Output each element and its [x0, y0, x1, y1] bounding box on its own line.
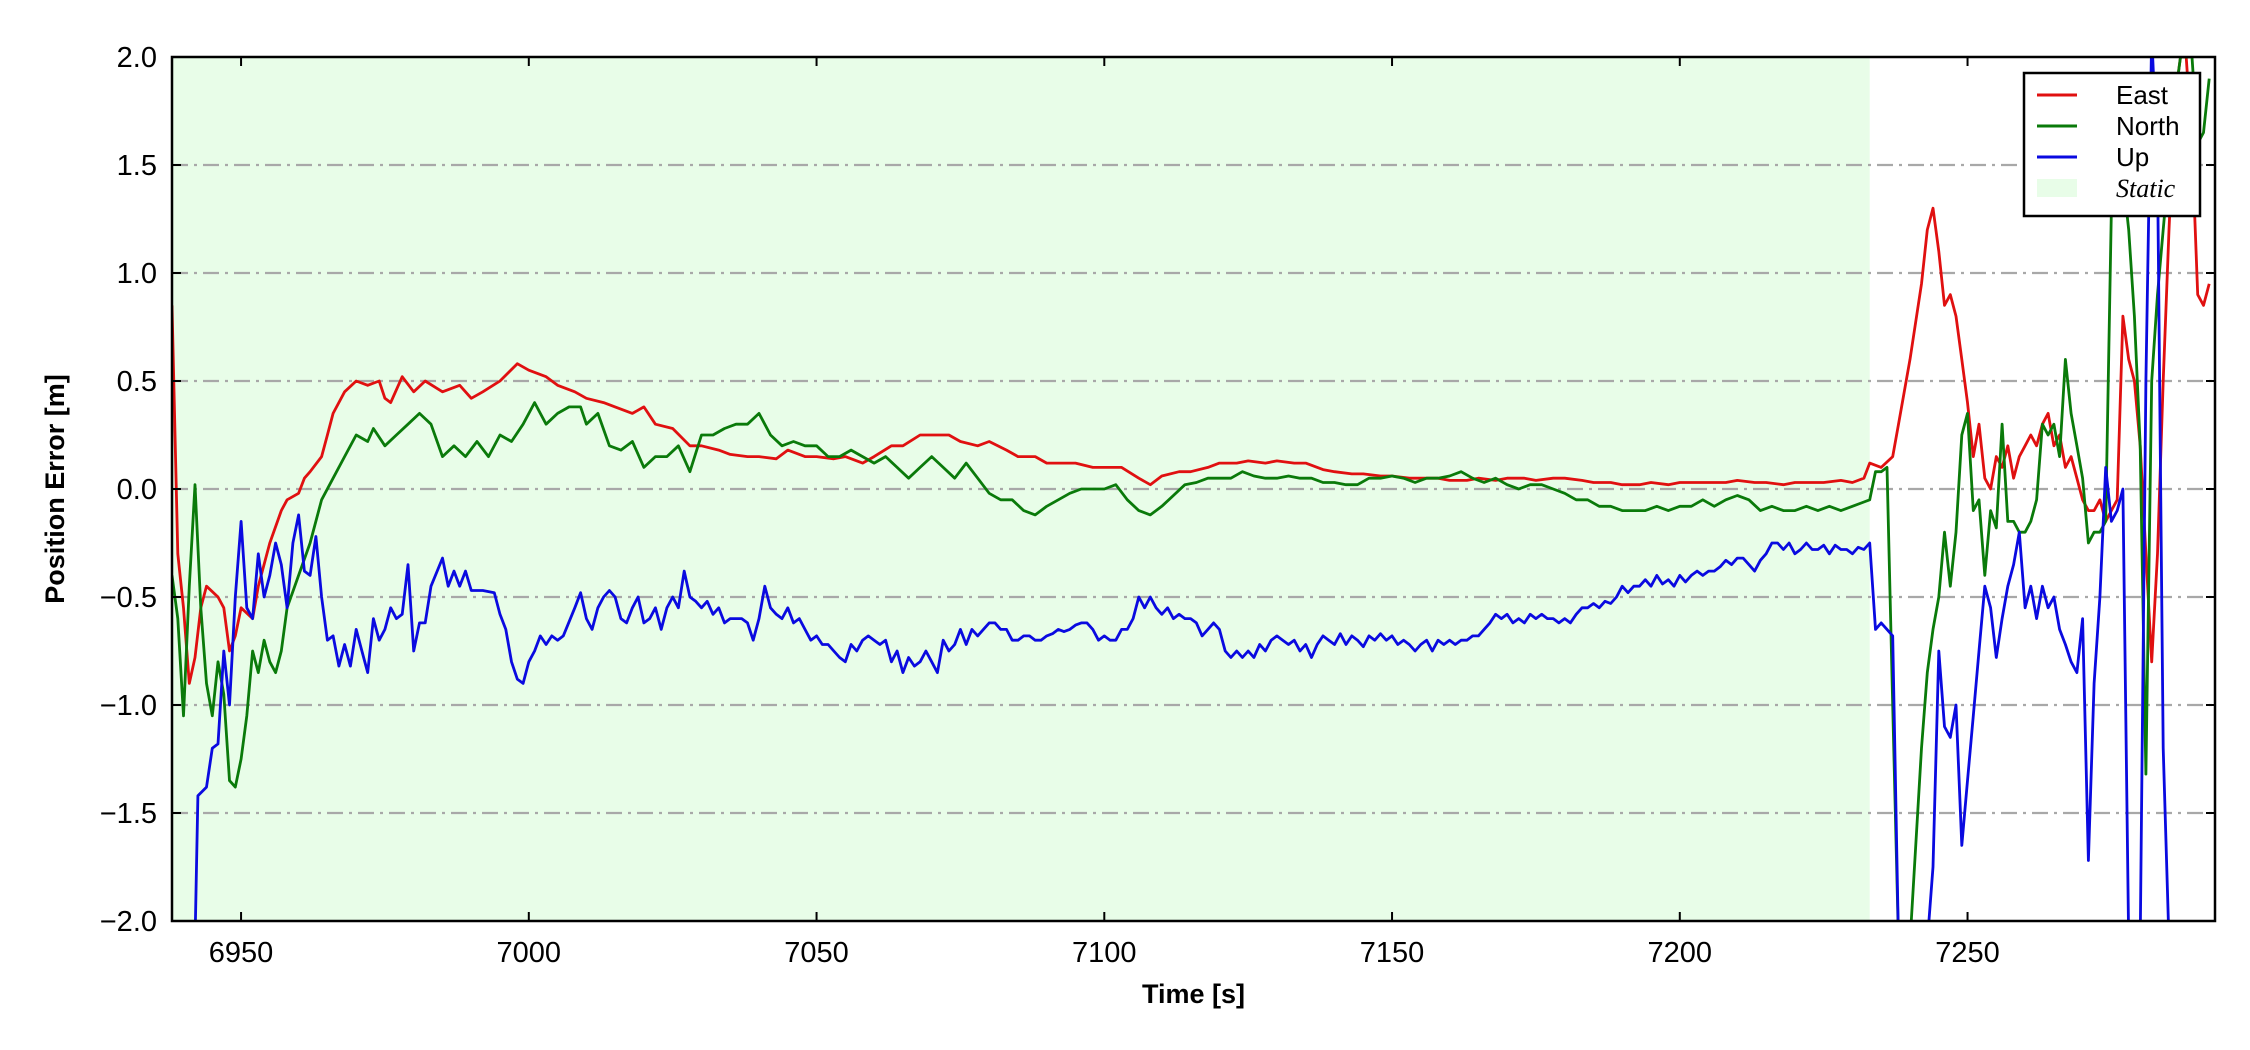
series-line-east	[172, 57, 2211, 685]
legend-label-east: East	[2116, 80, 2169, 110]
x-tick-label: 7000	[497, 937, 562, 969]
x-axis-ticks: 6950 7000 7050 7100 7150 7200 7250	[209, 57, 2000, 969]
y-tick-label: 1.5	[117, 150, 157, 182]
x-tick-label: 7200	[1648, 937, 1713, 969]
y-tick-label: −1.0	[100, 690, 157, 722]
x-tick-label: 7250	[1935, 937, 2000, 969]
series-line-up	[194, 57, 2170, 921]
y-tick-label: −1.5	[100, 798, 157, 830]
x-tick-label: 7150	[1360, 937, 1425, 969]
x-tick-label: 7050	[784, 937, 849, 969]
y-tick-label: 2.0	[117, 42, 157, 74]
legend-swatch-static	[2037, 179, 2077, 197]
y-axis-label: Position Error [m]	[40, 374, 70, 604]
x-tick-label: 7100	[1072, 937, 1137, 969]
x-tick-label: 6950	[209, 937, 274, 969]
legend-label-north: North	[2116, 111, 2180, 141]
x-axis-label: Time [s]	[1142, 979, 1245, 1009]
y-tick-label: 1.0	[117, 258, 157, 290]
y-tick-label: −2.0	[100, 906, 157, 938]
legend-label-up: Up	[2116, 142, 2149, 172]
series-line-north	[172, 57, 2211, 921]
legend-label-static: Static	[2116, 174, 2176, 203]
y-axis-ticks: 2.0 1.5 1.0 0.5 0.0 −0.5 −1.0 −1.5 −2.0	[100, 42, 2215, 938]
series-lines	[172, 57, 2211, 921]
y-tick-label: 0.0	[117, 474, 157, 506]
y-tick-label: 0.5	[117, 366, 157, 398]
y-tick-label: −0.5	[100, 582, 157, 614]
